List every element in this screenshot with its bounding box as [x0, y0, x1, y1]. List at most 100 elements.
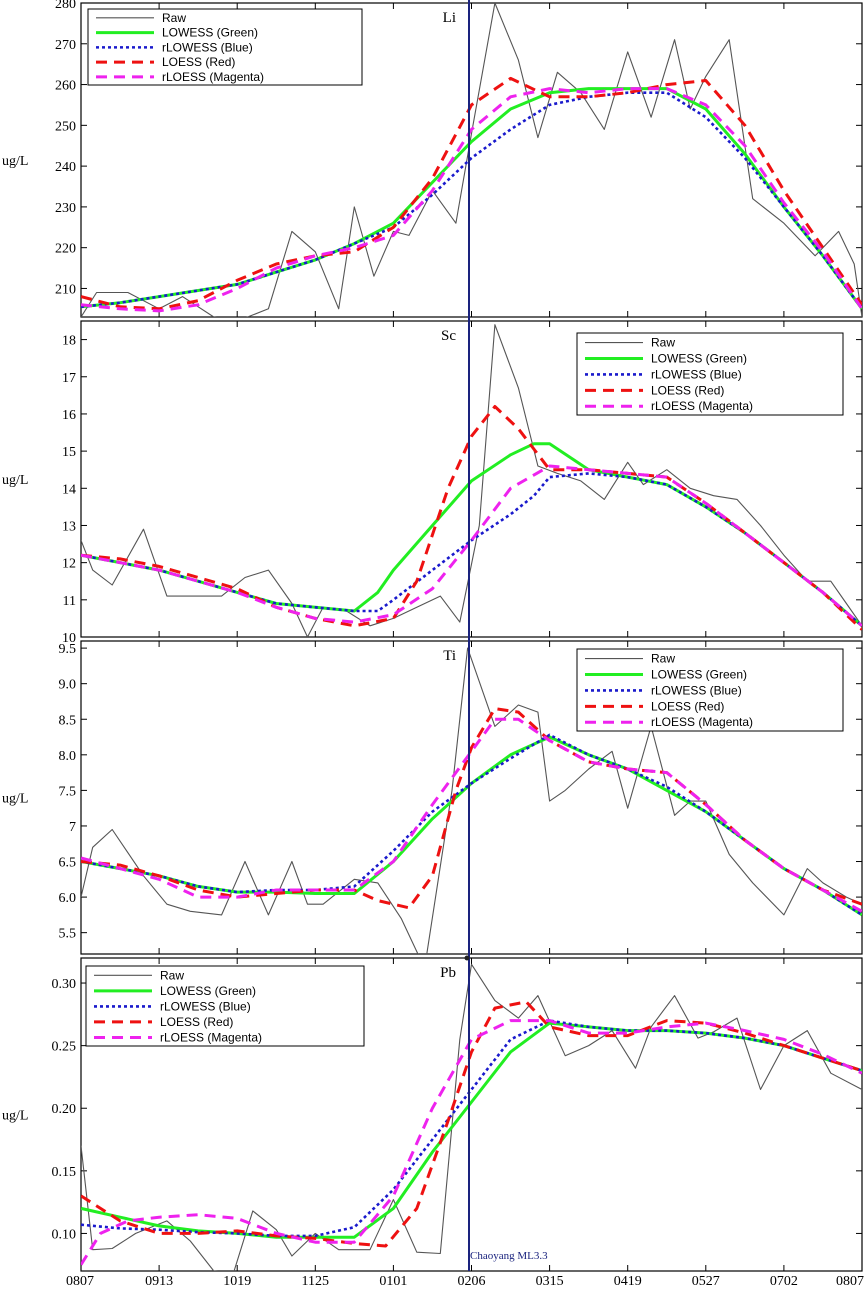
x-tick-label: 0315: [536, 1274, 564, 1289]
y-tick-label: 280: [55, 0, 76, 12]
legend-label: LOWESS (Green): [162, 26, 258, 40]
y-tick-label: 9.0: [59, 678, 77, 693]
legend-label: LOWESS (Green): [651, 351, 747, 365]
legend-label: LOWESS (Green): [651, 667, 747, 681]
y-tick-label: 230: [55, 201, 76, 216]
y-axis-label: ug/L: [2, 792, 28, 807]
y-tick-label: 7.5: [59, 784, 77, 799]
series-line-rloess: [81, 464, 862, 627]
panel-li: 210 220 230 240 250 260 270 280 ug/L Li RawLOWESS …: [2, 0, 863, 318]
y-axis-label: ug/L: [2, 154, 28, 169]
x-axis: 0807 0913 1019 1125 0101 0206 0315 0419 0527 0702…: [66, 1274, 864, 1289]
x-tick-label: 1125: [302, 1274, 329, 1289]
y-tick-label: 13: [62, 519, 76, 534]
legend-label: Raw: [651, 652, 675, 666]
y-tick-label: 210: [55, 282, 76, 297]
series-group: [81, 324, 862, 637]
panel-ti: 5.5 6.0 6.5 7 7.5 8.0 8.5 9.0 9.5 ug/L Ti RawLOWESS…: [2, 640, 863, 955]
y-tick-label: 250: [55, 119, 76, 134]
panel-title: Li: [443, 10, 456, 26]
panel-title: Sc: [441, 328, 456, 344]
y-tick-label: 12: [62, 557, 76, 572]
series-line-loess: [81, 76, 862, 311]
x-tick-label: 0913: [145, 1274, 173, 1289]
legend-label: LOESS (Red): [651, 699, 724, 713]
legend-label: LOESS (Red): [651, 383, 724, 397]
series-line-rlowess: [81, 472, 862, 627]
event-marker: Chaoyang ML3.3: [464, 0, 548, 1271]
series-line-rloess: [81, 717, 862, 913]
y-axis-label: ug/L: [2, 1109, 28, 1124]
y-tick-label: 0.25: [52, 1040, 77, 1055]
y-tick-label: 17: [62, 371, 76, 386]
y-tick-label: 7: [69, 820, 76, 835]
legend-label: LOESS (Red): [162, 55, 235, 69]
x-tick-label: 0807: [66, 1274, 94, 1289]
y-tick-label: 15: [62, 445, 76, 460]
event-annotation: Chaoyang ML3.3: [470, 1250, 548, 1262]
x-tick-label: 0101: [379, 1274, 407, 1289]
legend-label: rLOWESS (Blue): [162, 40, 253, 54]
y-tick-label: 0.15: [52, 1165, 77, 1180]
series-group: [81, 963, 862, 1271]
series-line-rlowess: [81, 91, 862, 310]
y-tick-label: 260: [55, 79, 76, 94]
legend-label: rLOESS (Magenta): [160, 1030, 262, 1044]
series-line-raw: [81, 324, 862, 637]
series-group: [81, 647, 862, 954]
legend-label: Raw: [160, 968, 184, 982]
y-tick-label: 10: [62, 631, 76, 646]
legend-label: Raw: [162, 11, 186, 25]
legend-label: rLOESS (Magenta): [651, 399, 753, 413]
y-tick-label: 0.10: [52, 1227, 77, 1242]
series-line-rloess: [81, 1019, 862, 1266]
legend-label: rLOWESS (Blue): [651, 367, 742, 381]
y-tick-label: 220: [55, 242, 76, 257]
series-line-loess: [81, 405, 862, 631]
legend-label: rLOESS (Magenta): [162, 70, 264, 84]
legend-label: rLOWESS (Blue): [651, 683, 742, 697]
x-tick-label: 1019: [223, 1274, 251, 1289]
y-tick-label: 0.30: [52, 977, 77, 992]
x-tick-label: 0702: [770, 1274, 798, 1289]
series-line-loess: [81, 1000, 862, 1248]
y-tick-label: 18: [62, 334, 76, 349]
y-tick-label: 6.5: [59, 856, 77, 871]
series-line-loess: [81, 707, 862, 910]
legend-label: LOESS (Red): [160, 1015, 233, 1029]
y-tick-label: 240: [55, 160, 76, 175]
series-line-raw: [81, 3, 862, 317]
x-tick-label: 0206: [458, 1274, 486, 1289]
legend-label: rLOWESS (Blue): [160, 999, 251, 1013]
y-tick-label: 9.5: [59, 642, 77, 657]
y-tick-label: 8.0: [59, 749, 77, 764]
y-axis-label: ug/L: [2, 473, 28, 488]
panel-title: Ti: [443, 648, 456, 664]
series-group: [81, 3, 862, 317]
legend-label: rLOESS (Magenta): [651, 715, 753, 729]
y-tick-label: 11: [63, 594, 76, 609]
legend-label: LOWESS (Green): [160, 984, 256, 998]
panel-pb: 0.10 0.15 0.20 0.25 0.30 ug/L Pb Raw LOWESS (Gre…: [2, 957, 863, 1272]
y-tick-label: 16: [62, 408, 76, 423]
y-tick-label: 5.5: [59, 927, 77, 942]
x-tick-label: 0807: [836, 1274, 864, 1289]
series-line-rloess: [81, 87, 862, 313]
y-tick-label: 0.20: [52, 1102, 77, 1117]
series-line-rlowess: [81, 733, 862, 916]
event-dot: [464, 955, 470, 961]
series-line-raw: [81, 963, 862, 1271]
legend-label: Raw: [651, 336, 675, 350]
y-tick-label: 6.0: [59, 891, 77, 906]
series-line-raw: [81, 647, 862, 954]
x-tick-label: 0527: [692, 1274, 720, 1289]
y-tick-label: 14: [62, 482, 76, 497]
y-tick-label: 8.5: [59, 713, 77, 728]
y-tick-label: 270: [55, 38, 76, 53]
